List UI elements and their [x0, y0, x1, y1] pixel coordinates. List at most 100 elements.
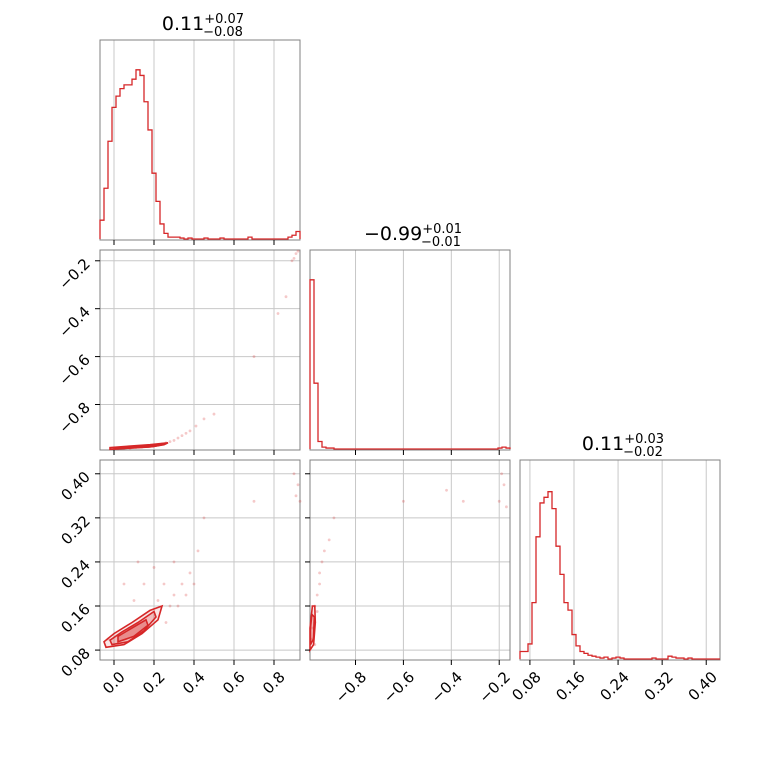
histogram-panel — [309, 249, 511, 455]
sample-point — [184, 431, 188, 435]
y-tick-label: 0.40 — [57, 468, 93, 504]
sample-point — [168, 604, 172, 608]
panel-frame — [99, 459, 301, 661]
sample-point — [172, 560, 176, 564]
scatter-panel: −0.8 −0.6 −0.4 −0.2 — [55, 249, 301, 455]
sample-point — [176, 604, 180, 608]
x-tick-label: −0.8 — [332, 668, 370, 706]
y-tick-label: 0.16 — [57, 600, 93, 636]
title-value: −0.99 — [364, 223, 422, 245]
contour-level — [309, 612, 316, 645]
sample-point — [132, 599, 136, 602]
y-tick-label: −0.4 — [55, 303, 93, 341]
sample-point — [296, 249, 300, 253]
sample-point — [122, 582, 126, 586]
panel-frame — [99, 39, 301, 241]
panel-title: 0.11+0.03 −0.02 — [582, 432, 664, 460]
title-plus: +0.01 — [422, 222, 462, 237]
sample-point — [296, 483, 300, 487]
sample-point — [497, 499, 501, 503]
x-tick-label: 0.8 — [259, 668, 289, 698]
panel-title: 0.11+0.07 −0.08 — [162, 12, 244, 40]
sample-point — [162, 582, 166, 586]
title-value: 0.11 — [162, 13, 204, 35]
sample-point — [152, 566, 156, 569]
sample-point — [212, 412, 216, 416]
sample-point — [172, 439, 176, 442]
sample-point — [327, 538, 331, 542]
sample-point — [168, 440, 172, 444]
sample-point — [156, 599, 160, 602]
panel-frame — [99, 249, 301, 451]
sample-point — [320, 560, 324, 564]
sample-point — [294, 252, 298, 255]
y-tick-label: −0.6 — [55, 351, 93, 389]
x-tick-label: 0.6 — [219, 668, 249, 698]
title-minus: −0.02 — [623, 445, 663, 460]
sample-point — [196, 549, 200, 553]
sample-point — [172, 593, 176, 597]
sample-point — [461, 499, 465, 503]
sample-point — [188, 571, 192, 575]
sample-point — [294, 494, 298, 498]
sample-point — [176, 436, 180, 440]
sample-point — [332, 516, 336, 520]
histogram-steps — [519, 491, 720, 660]
panels-layer: 0.08 0.16 0.24 0.32 0.40−0.8−0.6−0.4−0.20.0 0… — [55, 39, 721, 707]
x-tick-label: 0.0 — [99, 668, 129, 698]
x-tick-label: −0.2 — [475, 668, 513, 706]
sample-point — [290, 259, 294, 263]
x-tick-label: 0.16 — [552, 668, 588, 704]
x-tick-label: 0.24 — [596, 668, 632, 704]
title-plus: +0.03 — [624, 432, 664, 447]
histogram-panel: 0.08 0.16 0.24 0.32 0.40 — [508, 459, 721, 704]
sample-point — [136, 560, 140, 564]
x-tick-label: 0.08 — [508, 668, 544, 704]
scatter-panel: 0.0 0.2 0.4 0.6 0.8 0.08 0.16 0.24 0.32 0.40 — [57, 459, 302, 698]
sample-point — [292, 472, 296, 476]
sample-point — [252, 355, 256, 358]
title-value: 0.11 — [582, 433, 624, 455]
y-tick-label: 0.24 — [57, 556, 93, 592]
panel-frame — [309, 459, 511, 661]
histogram-steps — [99, 69, 301, 240]
sample-point — [292, 256, 296, 260]
sample-point — [192, 582, 196, 586]
title-plus: +0.07 — [204, 12, 244, 27]
sample-point — [202, 516, 206, 520]
sample-point — [188, 429, 192, 433]
histogram-panel — [99, 39, 301, 245]
sample-point — [500, 472, 504, 476]
sample-point — [202, 417, 206, 421]
y-tick-label: 0.32 — [57, 512, 93, 548]
y-tick-label: 0.08 — [57, 644, 93, 680]
x-tick-label: 0.2 — [139, 668, 169, 698]
sample-point — [276, 312, 280, 315]
sample-point — [322, 549, 326, 553]
y-tick-label: −0.2 — [55, 255, 93, 293]
sample-point — [315, 610, 319, 613]
sample-point — [445, 488, 448, 492]
x-tick-label: 0.4 — [179, 668, 209, 698]
sample-point — [318, 571, 321, 575]
sample-point — [284, 295, 288, 299]
contour-level — [117, 618, 149, 643]
sample-point — [252, 499, 256, 503]
x-tick-label: 0.40 — [685, 668, 721, 704]
sample-point — [318, 582, 321, 586]
titles-layer: 0.11+0.07 −0.08−0.99+0.01 −0.010.11+0.03 −0… — [162, 12, 664, 460]
sample-point — [184, 593, 188, 597]
sample-point — [180, 434, 184, 438]
x-tick-label: 0.32 — [641, 668, 677, 704]
sample-point — [142, 582, 146, 586]
panel-frame — [309, 249, 511, 451]
sample-point — [402, 499, 405, 503]
title-minus: −0.08 — [203, 25, 243, 40]
histogram-steps — [309, 279, 511, 450]
sample-point — [180, 582, 184, 586]
sample-point — [315, 593, 319, 597]
panel-title: −0.99+0.01 −0.01 — [364, 222, 462, 250]
sample-point — [194, 424, 198, 428]
sample-point — [164, 621, 168, 624]
